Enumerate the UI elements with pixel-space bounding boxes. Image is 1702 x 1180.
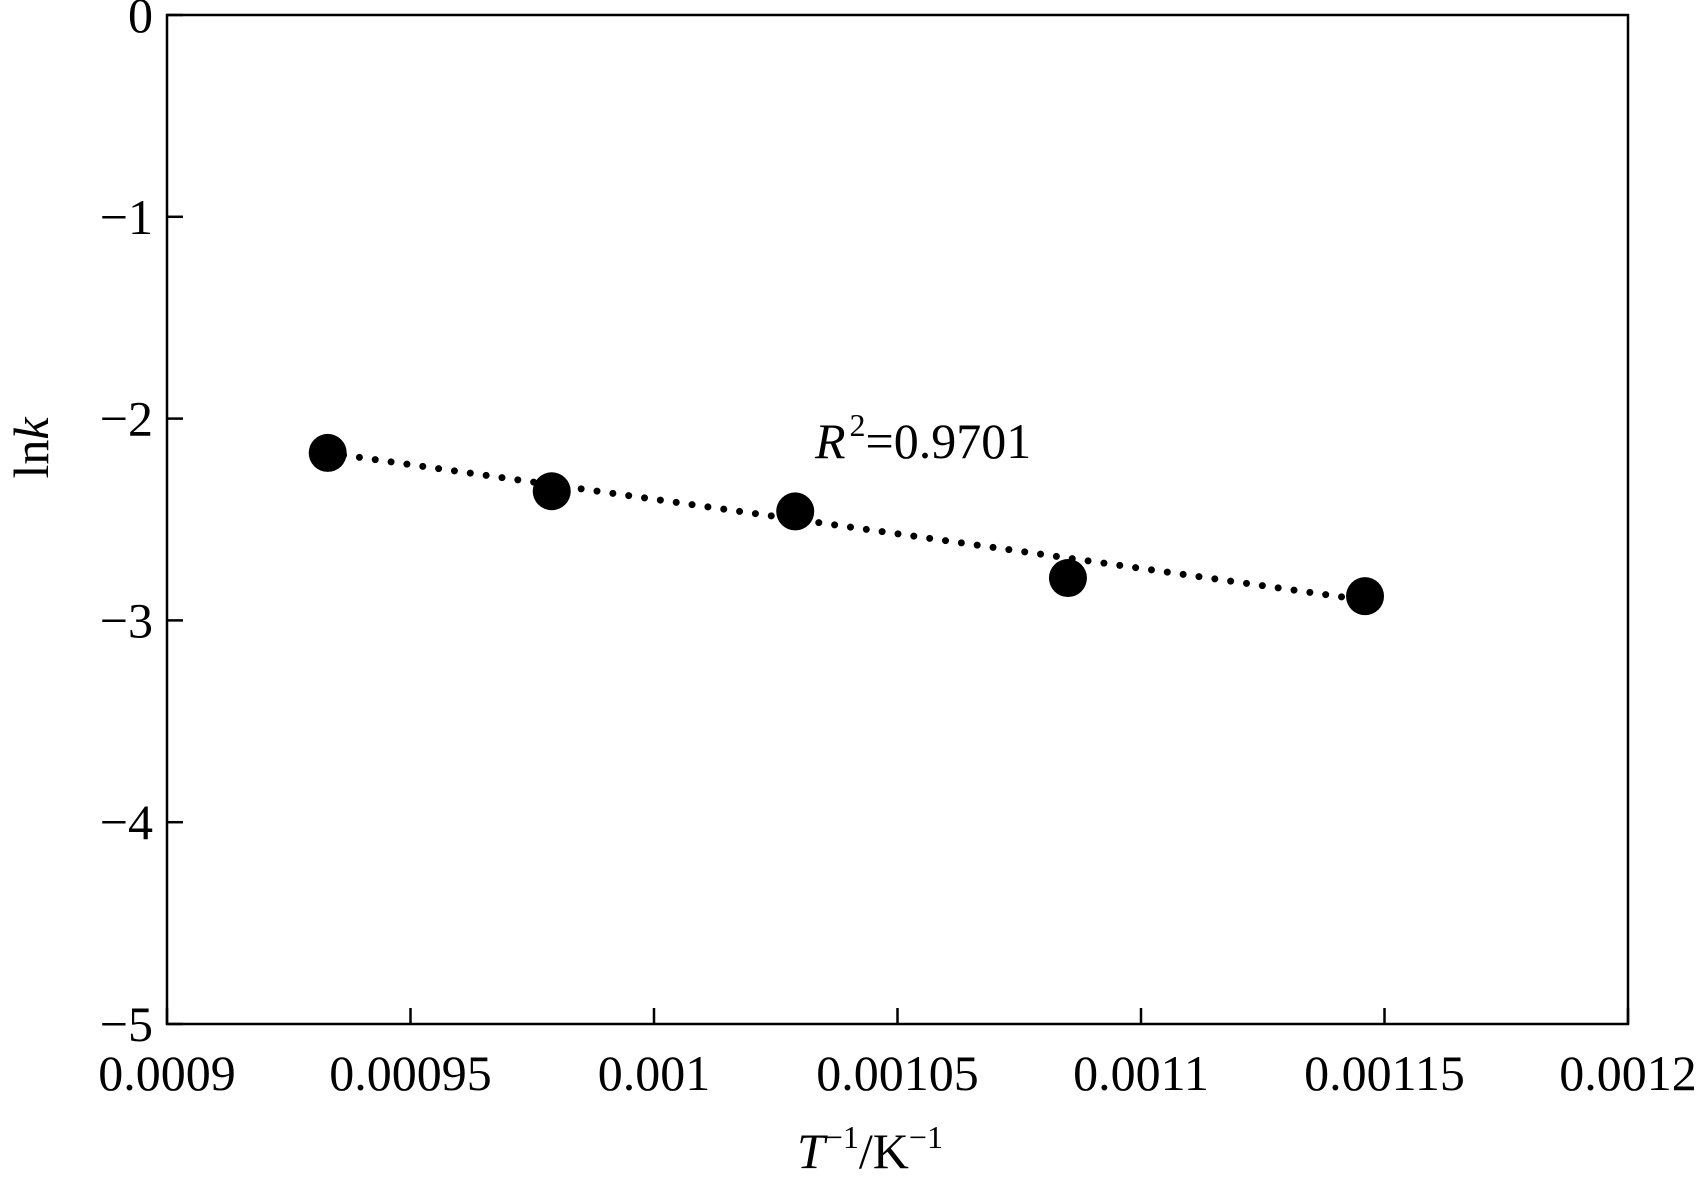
y-tick-label: −1 [100, 189, 153, 245]
data-point [1346, 577, 1385, 616]
x-tick-label: 0.0011 [1073, 1045, 1209, 1101]
x-axis-label-unit: K [873, 1123, 909, 1179]
y-axis-label-variable: k [3, 417, 59, 440]
x-axis-label-separator: / [859, 1123, 873, 1179]
y-tick-label: −2 [100, 391, 153, 447]
y-tick-label: −5 [100, 996, 153, 1052]
data-point [1048, 559, 1087, 598]
x-axis-label-unit-exponent: −1 [909, 1119, 943, 1155]
data-point [532, 472, 571, 511]
y-tick-label: 0 [128, 0, 153, 43]
x-tick-label: 0.001 [598, 1045, 711, 1101]
x-tick-label: 0.00105 [816, 1045, 979, 1101]
y-tick-label: −3 [100, 592, 153, 648]
r-squared-superscript: 2 [850, 407, 866, 443]
x-tick-label: 0.00095 [329, 1045, 492, 1101]
r-squared-value: =0.9701 [866, 413, 1032, 469]
y-tick-label: −4 [100, 794, 153, 850]
r-squared-annotation: R 2=0.9701 [814, 407, 1031, 469]
x-tick-label: 0.0012 [1559, 1045, 1697, 1101]
marks-layer [308, 433, 1385, 616]
x-tick-label: 0.0009 [98, 1045, 236, 1101]
r-squared-symbol: R [814, 413, 846, 469]
ticks-layer: 0 −1 −2 −3 −4 −50.0009 0.00095 0.001 0.00105 0.00… [98, 0, 1697, 1101]
x-axis-label-base: T [797, 1123, 828, 1179]
trendline [324, 449, 1369, 604]
x-tick-label: 0.00115 [1304, 1045, 1465, 1101]
y-axis-label: lnk [3, 417, 59, 479]
x-axis-label: T−1/K−1 [797, 1119, 943, 1179]
y-axis-label-prefix: ln [3, 440, 59, 479]
data-point [308, 433, 347, 472]
plot-frame [165, 13, 1630, 1026]
x-axis-label-base-exponent: −1 [825, 1119, 859, 1155]
data-point [776, 492, 815, 531]
